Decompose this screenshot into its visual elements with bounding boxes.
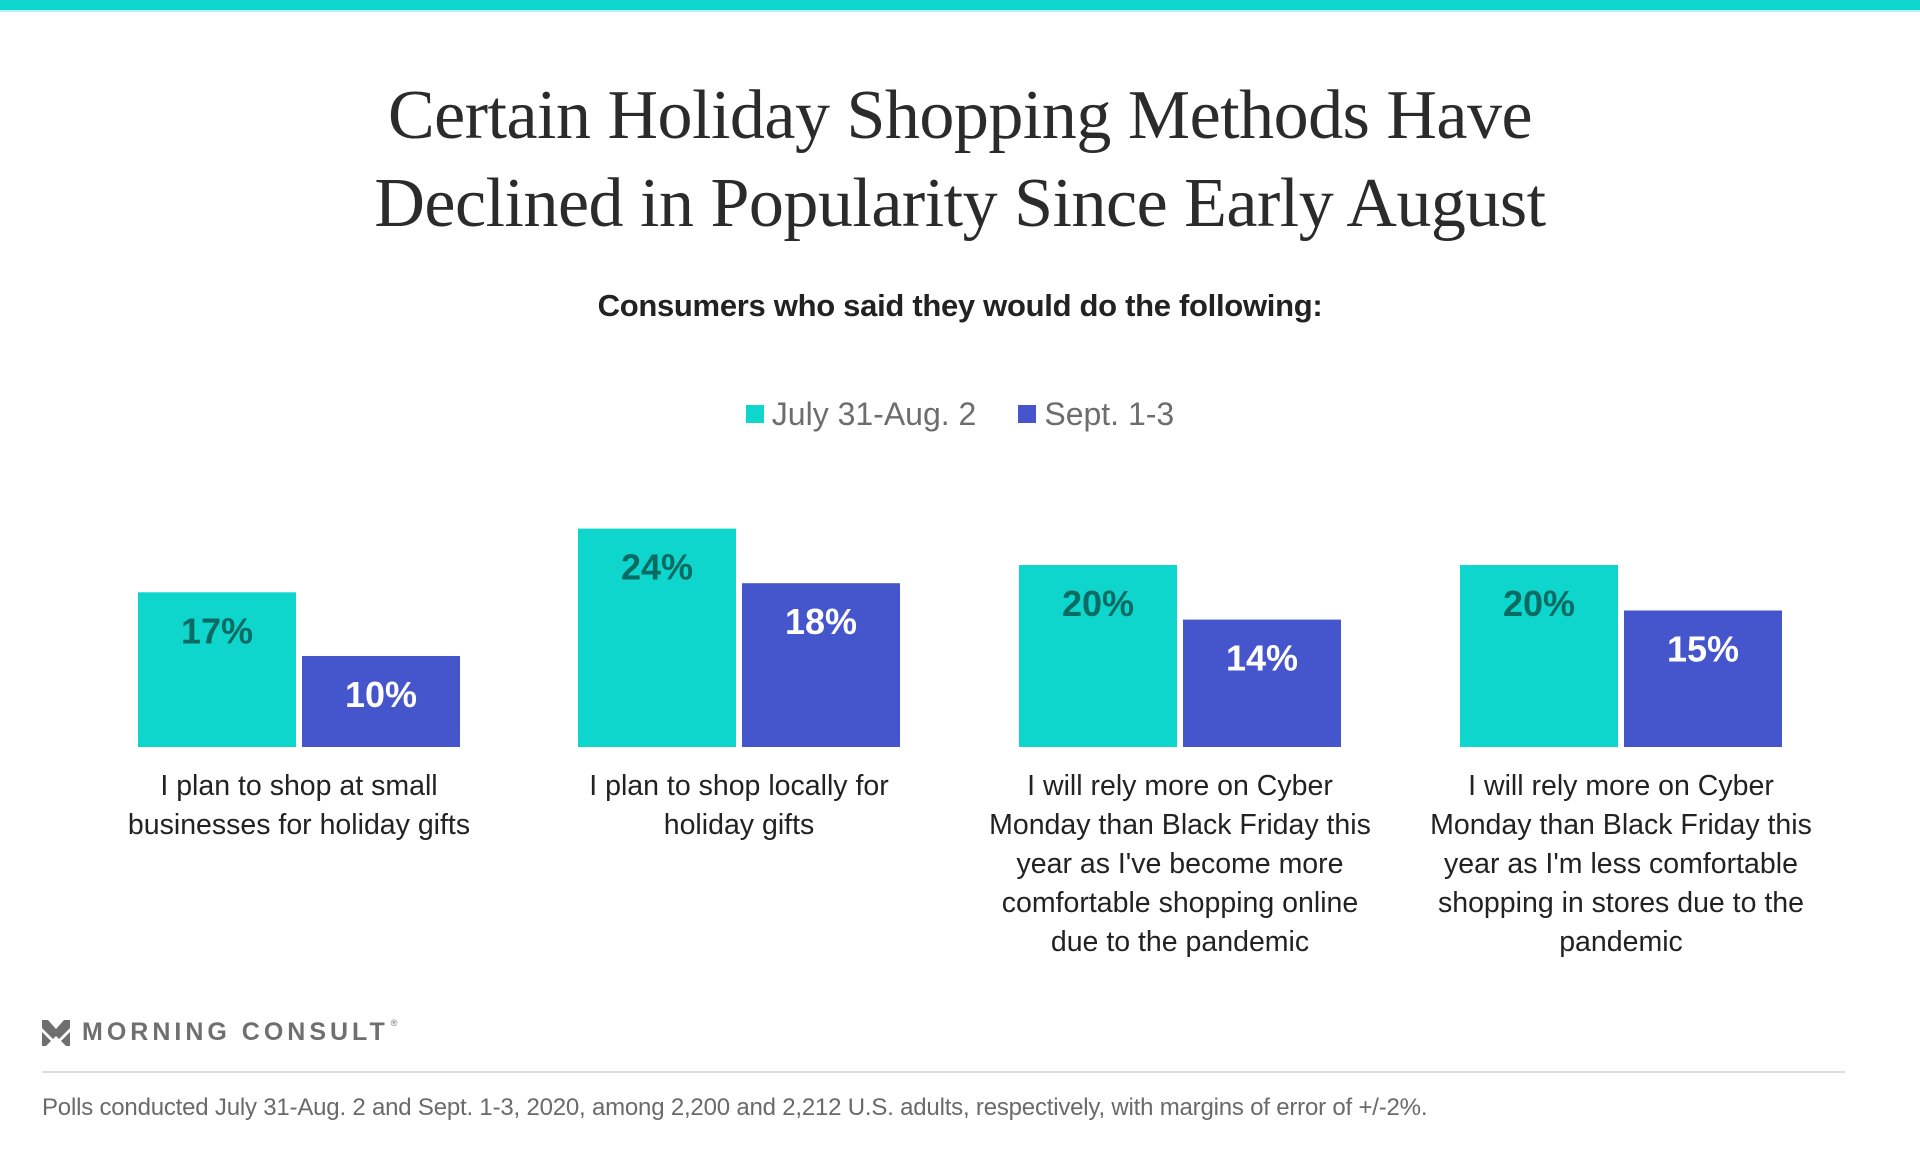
- category-label-line: I will rely more on Cyber: [1468, 770, 1774, 802]
- bar-series-2-category-1: [302, 656, 460, 747]
- bar-series-2-category-3: [1183, 619, 1341, 747]
- legend-label-series-1: July 31-Aug. 2: [771, 396, 977, 432]
- registered-mark: ®: [390, 1017, 398, 1028]
- bar-value-label: 10%: [345, 674, 417, 715]
- bar-series-2-category-4: [1624, 610, 1782, 747]
- category-label-line: comfortable shopping online: [1001, 887, 1359, 919]
- category-label-line: I plan to shop locally for: [589, 770, 889, 802]
- logo-text: MORNING CONSULT: [82, 1018, 389, 1046]
- footer-divider: [42, 1071, 1845, 1073]
- bar-value-label: 20%: [1503, 583, 1575, 624]
- category-label-4: I will rely more on Cyber Monday than Bla…: [1391, 767, 1851, 962]
- chart-subtitle: Consumers who said they would do the fol…: [597, 288, 1323, 323]
- category-label-2: I plan to shop locally for holiday gifts: [509, 767, 969, 845]
- morning-consult-logo: MORNING CONSULT ®: [42, 1018, 407, 1047]
- category-label-1: I plan to shop at small businesses for ho…: [69, 767, 529, 845]
- bar-series-1-category-2: [578, 528, 736, 747]
- chart-title-line-1: Certain Holiday Shopping Methods Have: [387, 77, 1533, 154]
- bar-value-label: 17%: [181, 610, 253, 651]
- footnote: Polls conducted July 31-Aug. 2 and Sept.…: [42, 1094, 1428, 1121]
- category-label-line: Monday than Black Friday this: [1430, 809, 1812, 841]
- legend: July 31-Aug. 2 Sept. 1-3: [0, 394, 1920, 434]
- bar-chart: 17% 24% 20% 20% 10% 18% 14% 15%: [138, 528, 1782, 747]
- category-label-line: due to the pandemic: [1050, 926, 1310, 958]
- category-label-line: year as I've become more: [1016, 848, 1344, 880]
- legend-label-series-2: Sept. 1-3: [1044, 396, 1175, 432]
- category-label-line: I plan to shop at small: [160, 770, 438, 802]
- bar-value-label: 15%: [1667, 629, 1739, 670]
- bar-series-1-category-1: [138, 592, 296, 747]
- legend-swatch-series-1: [745, 405, 764, 423]
- category-label-line: holiday gifts: [663, 809, 815, 841]
- bar-value-label: 20%: [1062, 583, 1134, 624]
- top-accent-line: [0, 10, 1920, 12]
- legend-item-series-1: July 31-Aug. 2: [745, 394, 977, 434]
- chart-title: Certain Holiday Shopping Methods Have De…: [0, 72, 1920, 248]
- bar-value-label: 18%: [785, 601, 857, 642]
- bar-series-1-category-4: [1460, 565, 1618, 747]
- bar-series-2-category-2: [742, 583, 900, 747]
- bar-value-label: 14%: [1226, 638, 1298, 679]
- chart-title-line-2: Declined in Popularity Since Early Augus…: [374, 165, 1546, 242]
- category-label-line: I will rely more on Cyber: [1027, 770, 1333, 802]
- legend-swatch-series-2: [1018, 405, 1037, 423]
- category-label-line: businesses for holiday gifts: [127, 809, 471, 841]
- morning-consult-chevron-icon: [42, 1019, 70, 1046]
- category-label-3: I will rely more on Cyber Monday than Bla…: [950, 767, 1410, 962]
- top-accent-bar: [0, 0, 1920, 10]
- bar-value-label: 24%: [621, 547, 693, 588]
- category-label-line: Monday than Black Friday this: [989, 809, 1371, 841]
- category-label-line: shopping in stores due to the: [1437, 887, 1804, 919]
- category-label-line: pandemic: [1559, 926, 1683, 958]
- bar-series-1-category-3: [1019, 565, 1177, 747]
- category-label-line: year as I'm less comfortable: [1444, 848, 1798, 880]
- legend-item-series-2: Sept. 1-3: [1018, 394, 1174, 434]
